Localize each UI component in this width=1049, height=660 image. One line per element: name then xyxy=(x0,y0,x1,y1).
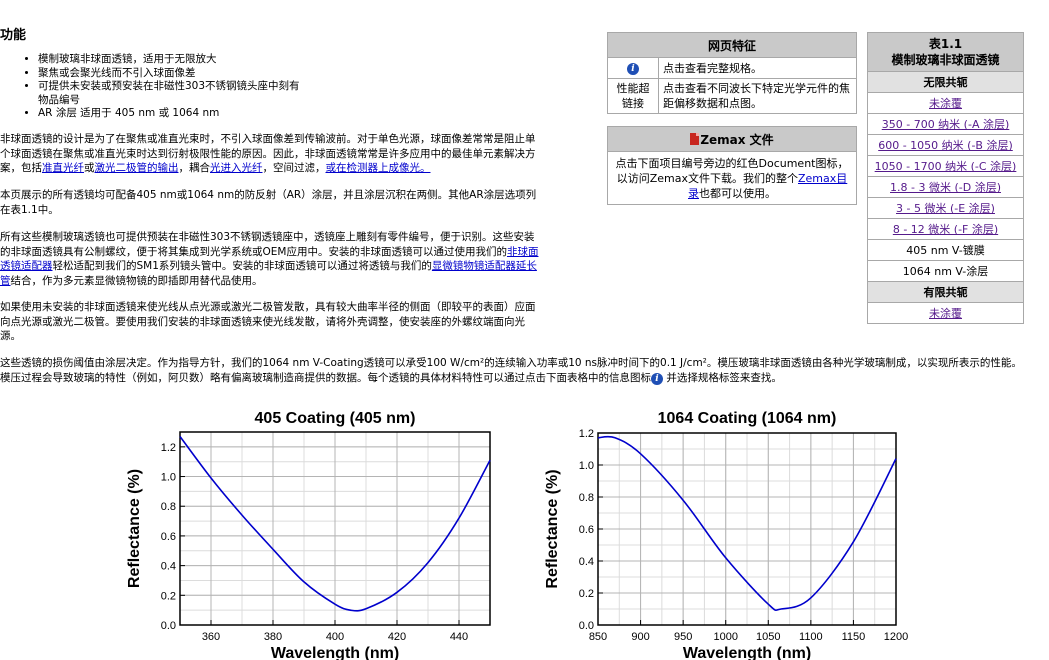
v-coat-1064-item: 1064 nm V-涂层 xyxy=(867,260,1024,282)
zemax-table: Zemax 文件 点击下面项目编号旁边的红色Document图标，以访问Zema… xyxy=(607,126,857,205)
zemax-catalog-link[interactable]: Zemax目录 xyxy=(688,171,848,200)
table-title: 表1.1 模制玻璃非球面透镜 xyxy=(867,32,1024,72)
chart-405-coating: 405 Coating (405 nm) 360 380 400 420 440 0.0 0.… xyxy=(126,410,491,660)
zemax-title: Zemax 文件 xyxy=(607,126,857,152)
coating-e-link[interactable]: 3 - 5 微米 (-E 涂层) xyxy=(867,197,1024,219)
table-caption: 模制玻璃非球面透镜 xyxy=(891,53,1000,67)
coating-paragraph: 本页展示的所有透镜均可配备405 nm或1064 nm的防反射（AR）涂层，并且… xyxy=(0,189,537,216)
info-icon[interactable]: i xyxy=(651,372,663,385)
x-tick-label: 1200 xyxy=(884,631,908,643)
coating-b-link[interactable]: 600 - 1050 纳米 (-B 涂层) xyxy=(867,134,1024,156)
feature-item: 聚焦或会聚光线而不引入球面像差 xyxy=(38,67,308,81)
x-tick-label: 850 xyxy=(589,631,607,643)
feature-item: 可提供未安装或预安装在非磁性303不锈钢镜头座中刻有物品编号 xyxy=(38,80,308,107)
zemax-title-text: Zemax 文件 xyxy=(700,132,774,147)
y-tick-label: 1.0 xyxy=(161,472,176,484)
feature-item: AR 涂层 适用于 405 nm 或 1064 nm xyxy=(38,107,308,121)
web-features-title: 网页特征 xyxy=(607,32,857,58)
y-axis-label: Reflectance (%) xyxy=(126,469,143,588)
x-tick-label: 1150 xyxy=(842,631,866,643)
paragraph-text: 或 xyxy=(84,162,95,174)
y-tick-label: 0.6 xyxy=(161,531,176,543)
x-axis-label: Wavelength (nm) xyxy=(683,645,811,660)
y-tick-label: 0.6 xyxy=(579,524,594,536)
damage-paragraph: 这些透镜的损伤阈值由涂层决定。作为指导方针，我们的1064 nm V-Coati… xyxy=(0,356,1030,385)
y-tick-label: 0.2 xyxy=(161,590,176,602)
x-tick-label: 400 xyxy=(326,631,344,643)
chart-title: 1064 Coating (1064 nm) xyxy=(658,410,837,427)
paragraph-text: 结合，作为多元素显微镜物镜的即插即用替代品使用。 xyxy=(10,274,263,287)
table-number: 表1.1 xyxy=(928,37,963,51)
info-icon-cell: i xyxy=(607,57,659,79)
paragraph-text: 并选择规格标签来查找。 xyxy=(666,371,782,384)
collimate-fiber-link[interactable]: 准直光纤 xyxy=(42,162,84,174)
y-tick-label: 1.2 xyxy=(161,442,176,454)
paragraph-text: ，空间过滤， xyxy=(262,162,326,174)
x-axis-label: Wavelength (nm) xyxy=(271,645,399,660)
performance-hyperlink-label: 性能超链接 xyxy=(607,78,659,114)
mounted-paragraph: 所有这些模制玻璃透镜也可提供预装在非磁性303不锈钢透镜座中，透镜座上雕刻有零件… xyxy=(0,230,542,288)
performance-hyperlink-text: 点击查看不同波长下特定光学元件的焦距偏移数据和点图。 xyxy=(658,78,857,114)
coating-f-link[interactable]: 8 - 12 微米 (-F 涂层) xyxy=(867,218,1024,240)
objective-adapter-link[interactable]: 显微镜物镜适配器延长管 xyxy=(0,260,537,287)
x-tick-label: 900 xyxy=(631,631,649,643)
y-tick-label: 0.8 xyxy=(161,501,176,513)
finite-uncoated-link[interactable]: 未涂覆 xyxy=(867,302,1024,324)
x-tick-label: 420 xyxy=(388,631,406,643)
finite-conjugate-header: 有限共轭 xyxy=(867,281,1024,303)
y-axis-label: Reflectance (%) xyxy=(544,469,561,588)
uncoated-link[interactable]: 未涂覆 xyxy=(867,92,1024,114)
reflectance-curve xyxy=(597,435,897,612)
paragraph-text: 非球面透镜的设计是为了在聚焦或准直光束时，不引入球面像差到传输波前。对于单色光源… xyxy=(0,133,536,174)
y-tick-label: 0.2 xyxy=(579,588,594,600)
laser-diode-output-link[interactable]: 激光二极管的输出 xyxy=(94,162,179,174)
web-features-table: 网页特征 i 点击查看完整规格。 性能超链接 点击查看不同波长下特定光学元件的焦… xyxy=(607,32,857,114)
info-icon[interactable]: i xyxy=(627,63,639,75)
chart-title: 405 Coating (405 nm) xyxy=(255,410,416,427)
y-tick-label: 0.4 xyxy=(161,561,176,573)
zemax-description: 点击下面项目编号旁边的红色Document图标，以访问Zemax文件下载。我们的… xyxy=(607,151,857,205)
coating-a-link[interactable]: 350 - 700 纳米 (-A 涂层) xyxy=(867,113,1024,135)
x-tick-label: 360 xyxy=(202,631,220,643)
y-tick-label: 0.0 xyxy=(161,620,176,632)
x-tick-label: 950 xyxy=(674,631,692,643)
feature-list: 模制玻璃非球面透镜，适用于无限放大 聚焦或会聚光线而不引入球面像差 可提供未安装… xyxy=(20,53,308,121)
feature-item: 模制玻璃非球面透镜，适用于无限放大 xyxy=(38,53,308,67)
y-tick-label: 0.8 xyxy=(579,492,594,504)
zemax-text: 也都可以使用。 xyxy=(699,186,776,200)
x-tick-label: 1050 xyxy=(756,631,780,643)
y-tick-label: 0.0 xyxy=(579,620,594,632)
v-coat-405-item: 405 nm V-镀膜 xyxy=(867,239,1024,261)
paragraph-text: 轻松适配到我们的SM1系列镜头管中。安装的非球面透镜可以通过将透镜与我们的 xyxy=(52,260,432,272)
intro-paragraph: 非球面透镜的设计是为了在聚焦或准直光束时，不引入球面像差到传输波前。对于单色光源… xyxy=(0,132,542,176)
couple-light-fiber-link[interactable]: 光进入光纤 xyxy=(210,162,263,174)
document-icon xyxy=(690,132,700,145)
paragraph-text: 这些透镜的损伤阈值由涂层决定。作为指导方针，我们的1064 nm V-Coati… xyxy=(0,357,1022,384)
coating-d-link[interactable]: 1.8 - 3 微米 (-D 涂层) xyxy=(867,176,1024,198)
y-tick-label: 1.0 xyxy=(579,460,594,472)
y-tick-label: 0.4 xyxy=(579,556,594,568)
asphere-adapter-link[interactable]: 非球面透镜适配器 xyxy=(0,245,539,273)
zemax-text: 点击下面项目编号旁边的红色Document图标，以访问Zemax文件下载。我们的… xyxy=(615,156,849,185)
paragraph-text: 所有这些模制玻璃透镜也可提供预装在非磁性303不锈钢透镜座中，透镜座上雕刻有零件… xyxy=(0,231,535,258)
reflectance-curve xyxy=(179,436,491,612)
paragraph-text: ，耦合 xyxy=(178,162,211,174)
x-tick-label: 1100 xyxy=(799,631,823,643)
section-heading: 功能 xyxy=(0,28,27,43)
x-tick-label: 440 xyxy=(450,631,468,643)
coating-c-link[interactable]: 1050 - 1700 纳米 (-C 涂层) xyxy=(867,155,1024,177)
x-tick-label: 380 xyxy=(264,631,282,643)
web-features-info-text: 点击查看完整规格。 xyxy=(658,57,857,79)
infinite-conjugate-header: 无限共轭 xyxy=(867,71,1024,93)
coating-options-table: 表1.1 模制玻璃非球面透镜 无限共轭 未涂覆 350 - 700 纳米 (-A … xyxy=(867,32,1024,324)
chart-1064-coating: 1064 Coating (1064 nm) 850 900 950 1000 1050 1… xyxy=(544,410,908,660)
x-tick-label: 1000 xyxy=(713,631,737,643)
y-tick-label: 1.2 xyxy=(579,428,594,440)
detector-imaging-link[interactable]: 或在检测器上成像光。 xyxy=(325,162,431,174)
unmounted-paragraph: 如果使用未安装的非球面透镜来使光线从点光源或激光二极管发散，具有较大曲率半径的侧… xyxy=(0,301,536,342)
